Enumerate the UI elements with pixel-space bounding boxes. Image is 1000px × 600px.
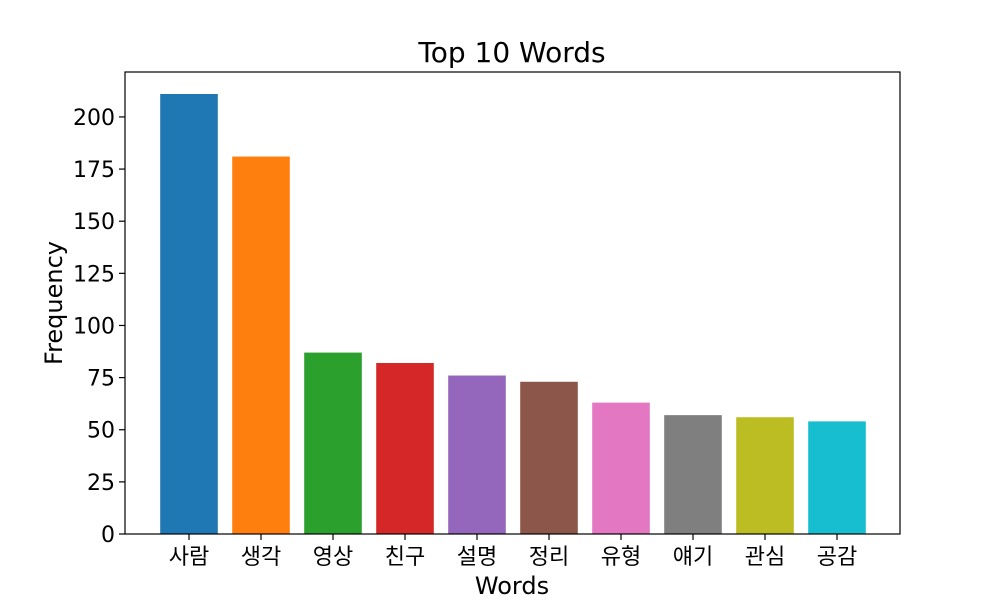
bar-6 [520,381,578,534]
x-tick-label: 사람 [169,545,209,570]
y-axis-label: Frequency [40,241,68,365]
bar-3 [304,352,362,534]
x-tick-label: 정리 [529,545,569,570]
x-tick-label: 영상 [313,545,353,570]
bar-8 [664,415,722,534]
x-tick-label: 관심 [745,545,785,570]
bar-1 [160,94,218,534]
y-tick-label: 200 [73,106,115,131]
y-tick-label: 100 [73,314,115,339]
bar-5 [448,375,506,534]
x-axis-label: Words [475,572,549,600]
x-tick-label: 생각 [241,545,281,570]
y-tick-label: 50 [87,419,115,444]
x-tick-label: 설명 [457,545,497,570]
bar-7 [592,402,650,534]
y-tick-label: 25 [87,471,115,496]
y-tick-label: 125 [73,262,115,287]
x-tick-label: 공감 [817,545,857,570]
bar-2 [232,156,290,534]
bars-group [160,94,866,534]
y-axis: 0 25 50 75 100 125 150 175 200 [73,106,125,548]
y-tick-label: 75 [87,367,115,392]
bar-9 [736,417,794,534]
bar-10 [808,421,866,534]
plot-frame [124,71,901,535]
bar-4 [376,363,434,534]
x-axis: 사람 생각 영상 친구 설명 정리 유형 얘기 관심 공감 [169,534,857,570]
y-tick-label: 175 [73,158,115,183]
y-tick-label: 150 [73,210,115,235]
x-tick-label: 얘기 [673,545,713,570]
x-tick-label: 유형 [601,545,641,570]
x-tick-label: 친구 [385,545,425,570]
chart-title: Top 10 Words [417,36,605,69]
y-tick-label: 0 [101,523,115,548]
